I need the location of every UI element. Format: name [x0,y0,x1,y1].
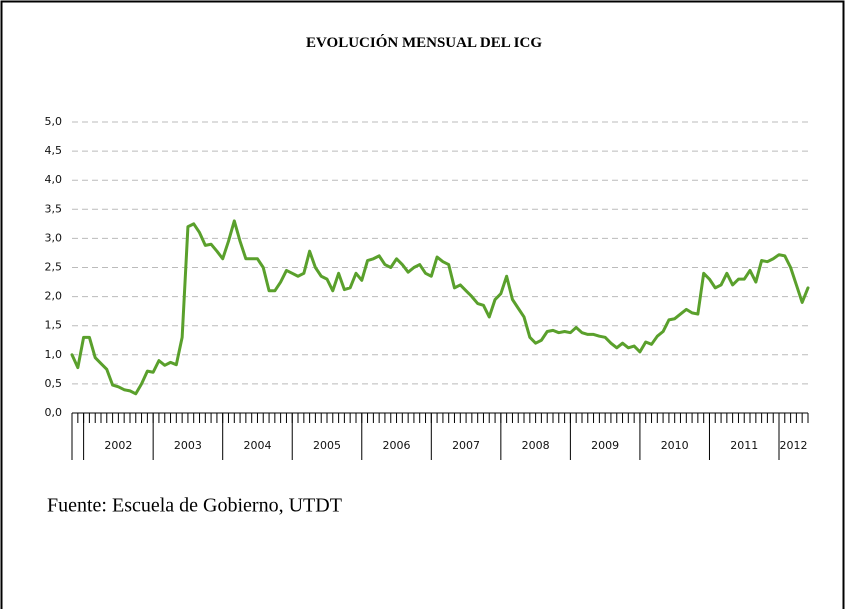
x-tick-label: 2006 [383,439,411,452]
x-tick-label: 2009 [591,439,619,452]
x-tick-label: 2002 [104,439,132,452]
x-tick-label: 2004 [243,439,271,452]
y-tick-label: 3,5 [45,202,63,215]
y-tick-label: 4,0 [45,173,63,186]
x-tick-label: 2007 [452,439,480,452]
data-line [70,219,810,396]
y-tick-label: 1,5 [45,319,63,332]
x-tick-label: 2003 [174,439,202,452]
y-tick-label: 2,0 [45,290,63,303]
x-tick-label: 2008 [522,439,550,452]
y-tick-label: 1,0 [45,348,63,361]
y-tick-label: 0,5 [45,377,63,390]
y-tick-label: 3,0 [45,231,63,244]
source-note: Fuente: Escuela de Gobierno, UTDT [47,495,342,517]
x-tick-label: 2005 [313,439,341,452]
chart-title: EVOLUCIÓN MENSUAL DEL ICG [306,34,542,51]
y-tick-label: 2,5 [45,261,63,274]
x-tick-label: 2011 [730,439,758,452]
x-tick-label: 2010 [661,439,689,452]
x-tick-label: 2012 [780,439,808,452]
y-tick-label: 5,0 [45,115,63,128]
y-tick-label: 0,0 [45,406,63,419]
y-tick-label: 4,5 [45,144,63,157]
